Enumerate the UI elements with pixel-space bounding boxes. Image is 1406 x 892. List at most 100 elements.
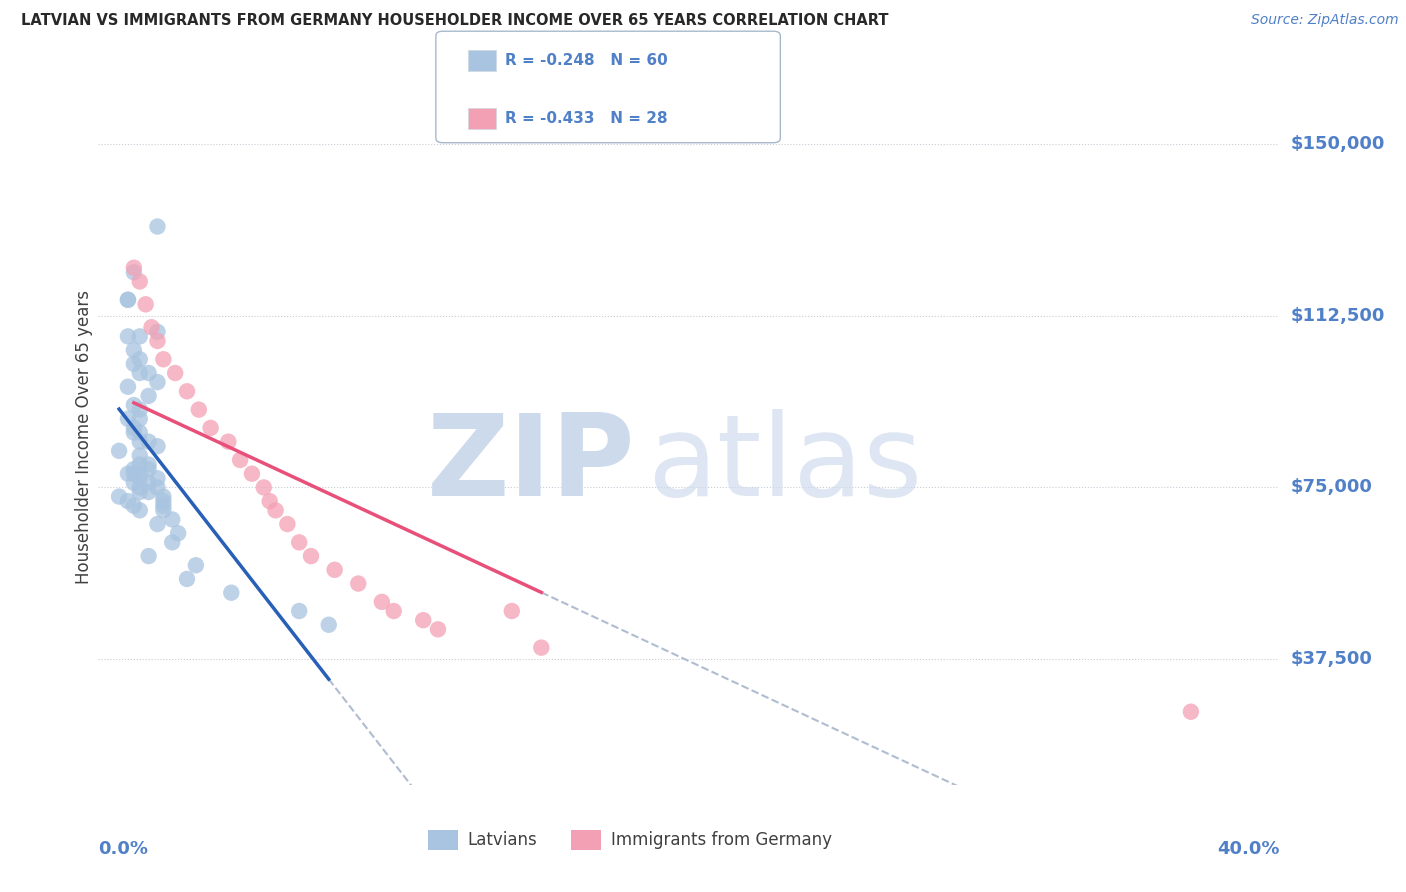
Point — [117, 411, 139, 425]
Point — [288, 535, 311, 549]
Text: R = -0.248   N = 60: R = -0.248 N = 60 — [505, 54, 668, 68]
Point — [176, 384, 198, 399]
Point — [1180, 705, 1202, 719]
Legend: Latvians, Immigrants from Germany: Latvians, Immigrants from Germany — [422, 823, 838, 856]
Point — [122, 467, 145, 481]
Point — [138, 458, 160, 472]
Text: 40.0%: 40.0% — [1218, 840, 1279, 858]
Point — [264, 503, 287, 517]
Point — [117, 494, 139, 508]
Point — [176, 572, 198, 586]
Text: $112,500: $112,500 — [1291, 307, 1385, 325]
Point — [128, 425, 150, 440]
Point — [122, 260, 145, 275]
Point — [217, 434, 239, 449]
Point — [299, 549, 322, 563]
Point — [412, 613, 434, 627]
Point — [152, 490, 174, 504]
Point — [128, 449, 150, 463]
Point — [122, 343, 145, 357]
Point — [128, 480, 150, 494]
Point — [117, 293, 139, 307]
Point — [146, 480, 169, 494]
Point — [167, 526, 190, 541]
Point — [152, 503, 174, 517]
Text: Source: ZipAtlas.com: Source: ZipAtlas.com — [1251, 13, 1399, 28]
Point — [152, 494, 174, 508]
Point — [108, 443, 131, 458]
Point — [146, 375, 169, 389]
Point — [128, 434, 150, 449]
Text: LATVIAN VS IMMIGRANTS FROM GERMANY HOUSEHOLDER INCOME OVER 65 YEARS CORRELATION : LATVIAN VS IMMIGRANTS FROM GERMANY HOUSE… — [21, 13, 889, 29]
Point — [117, 467, 139, 481]
Point — [200, 421, 222, 435]
Point — [128, 458, 150, 472]
Point — [122, 499, 145, 513]
Point — [146, 516, 169, 531]
Text: $37,500: $37,500 — [1291, 650, 1372, 668]
Point — [138, 485, 160, 500]
Point — [240, 467, 263, 481]
Point — [229, 453, 252, 467]
Point — [288, 604, 311, 618]
Point — [128, 467, 150, 481]
Point — [138, 549, 160, 563]
Point — [128, 471, 150, 485]
Point — [162, 512, 183, 526]
Point — [138, 389, 160, 403]
Text: atlas: atlas — [648, 409, 922, 520]
Text: 0.0%: 0.0% — [98, 840, 149, 858]
Point — [122, 265, 145, 279]
Point — [128, 366, 150, 380]
Point — [323, 563, 346, 577]
Point — [371, 595, 394, 609]
Point — [128, 275, 150, 289]
Point — [501, 604, 523, 618]
Point — [165, 366, 187, 380]
Point — [530, 640, 553, 655]
Point — [347, 576, 370, 591]
Point — [152, 352, 174, 367]
Point — [146, 471, 169, 485]
Point — [128, 485, 150, 500]
Point — [128, 402, 150, 417]
Point — [117, 329, 139, 343]
Point — [138, 366, 160, 380]
Point — [122, 462, 145, 476]
Point — [122, 357, 145, 371]
Point — [117, 380, 139, 394]
Point — [162, 535, 183, 549]
Point — [253, 480, 276, 494]
Point — [117, 293, 139, 307]
Point — [219, 585, 242, 599]
Point — [128, 352, 150, 367]
Point — [138, 475, 160, 490]
Point — [187, 402, 209, 417]
Y-axis label: Householder Income Over 65 years: Householder Income Over 65 years — [75, 290, 93, 584]
Point — [318, 617, 340, 632]
Point — [146, 219, 169, 234]
Point — [427, 623, 450, 637]
Point — [259, 494, 281, 508]
Point — [152, 499, 174, 513]
Point — [122, 421, 145, 435]
Point — [122, 475, 145, 490]
Point — [141, 320, 163, 334]
Text: R = -0.433   N = 28: R = -0.433 N = 28 — [505, 112, 668, 126]
Text: $75,000: $75,000 — [1291, 478, 1372, 497]
Point — [128, 503, 150, 517]
Text: ZIP: ZIP — [427, 409, 636, 520]
Point — [128, 329, 150, 343]
Point — [135, 297, 157, 311]
Point — [184, 558, 207, 573]
Text: $150,000: $150,000 — [1291, 135, 1385, 153]
Point — [122, 425, 145, 440]
Point — [138, 462, 160, 476]
Point — [128, 411, 150, 425]
Point — [122, 398, 145, 412]
Point — [146, 334, 169, 348]
Point — [138, 434, 160, 449]
Point — [108, 490, 131, 504]
Point — [146, 325, 169, 339]
Point — [382, 604, 405, 618]
